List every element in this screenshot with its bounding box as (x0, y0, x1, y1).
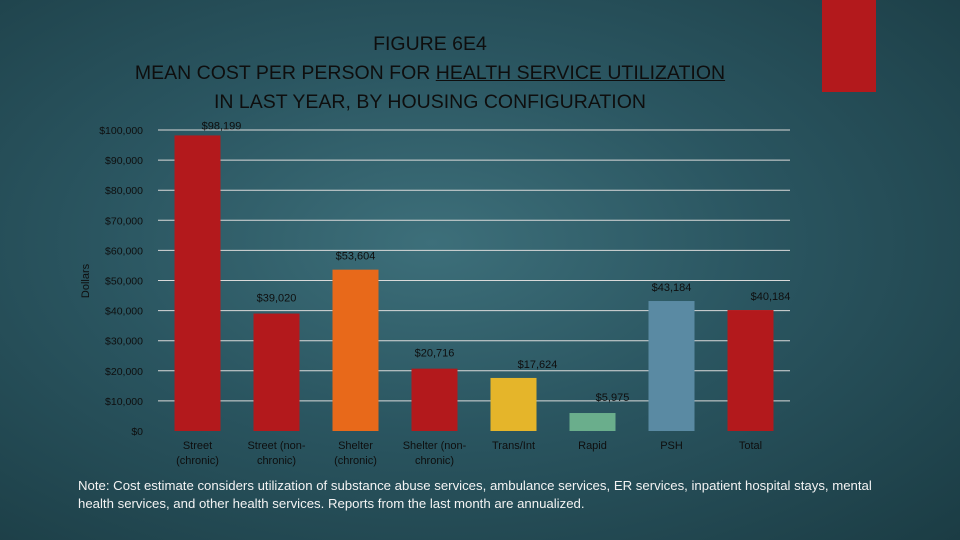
data-label: $20,716 (415, 348, 455, 360)
bar (569, 413, 616, 431)
title-line-2-prefix: MEAN COST PER PERSON FOR (134, 62, 436, 84)
y-tick-label: $0 (131, 426, 143, 438)
bar (253, 313, 300, 431)
y-tick-label: $20,000 (105, 366, 143, 378)
accent-bar (822, 0, 876, 92)
data-label: $17,624 (518, 359, 558, 371)
data-label: $53,604 (336, 251, 376, 263)
x-tick-label: Street (non- (247, 440, 305, 452)
x-tick-label: Street (183, 440, 212, 452)
bar (332, 269, 379, 431)
x-tick-label: chronic) (415, 455, 454, 467)
y-tick-label: $90,000 (105, 155, 143, 167)
y-axis-label: Dollars (80, 263, 92, 298)
bar (490, 377, 537, 431)
title-underlined-text: HEALTH SERVICE UTILIZATION (435, 62, 726, 84)
y-tick-label: $40,000 (105, 306, 143, 318)
y-tick-label: $10,000 (105, 396, 143, 408)
data-label: $39,020 (257, 293, 297, 305)
x-tick-label: Total (739, 440, 762, 452)
y-tick-label: $60,000 (105, 245, 143, 257)
y-tick-label: $100,000 (99, 125, 143, 137)
x-tick-label: PSH (660, 440, 683, 452)
y-tick-label: $50,000 (105, 276, 143, 288)
x-tick-label: Shelter (non- (403, 440, 467, 452)
bar (727, 310, 774, 431)
data-label: $5,975 (596, 392, 630, 404)
x-tick-label: (chronic) (176, 455, 219, 467)
y-tick-label: $30,000 (105, 336, 143, 348)
chart-title: FIGURE 6E4 MEAN COST PER PERSON FOR HEAL… (0, 30, 860, 117)
figure-number: FIGURE 6E4 (373, 33, 487, 55)
x-tick-label: chronic) (257, 455, 296, 467)
x-tick-label: Rapid (578, 440, 607, 452)
chart-note: Note: Cost estimate considers utilizatio… (78, 478, 872, 511)
bar (411, 368, 458, 431)
x-tick-label: Trans/Int (492, 440, 535, 452)
data-label: $40,184 (751, 291, 791, 303)
data-label: $98,199 (202, 120, 242, 132)
bar (648, 301, 695, 431)
x-tick-label: Shelter (338, 440, 373, 452)
x-tick-label: (chronic) (334, 455, 377, 467)
y-tick-label: $80,000 (105, 185, 143, 197)
data-label: $43,184 (652, 282, 692, 294)
title-line-3: IN LAST YEAR, BY HOUSING CONFIGURATION (214, 91, 646, 113)
bar (174, 135, 221, 431)
y-tick-label: $70,000 (105, 215, 143, 227)
title-line-2: MEAN COST PER PERSON FOR HEALTH SERVICE … (0, 59, 860, 88)
